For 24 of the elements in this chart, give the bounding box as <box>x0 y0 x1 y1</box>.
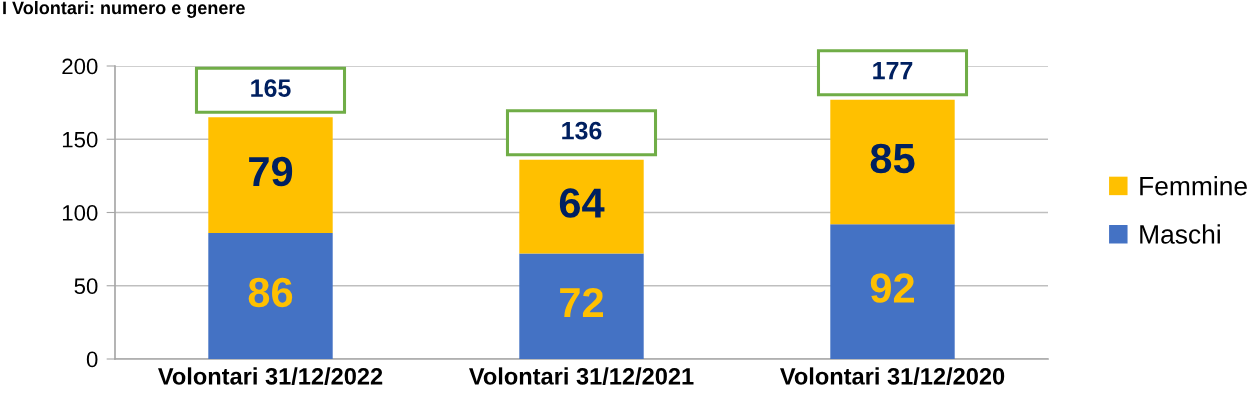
total-label: 177 <box>873 61 913 80</box>
y-tick-label: 100 <box>62 205 98 221</box>
data-label: 92 <box>870 273 915 303</box>
legend-label: Femmine <box>1140 176 1247 196</box>
y-tick-label: 0 <box>86 351 98 368</box>
data-label: 64 <box>559 188 605 218</box>
total-label: 136 <box>562 121 602 140</box>
y-tick-label: 50 <box>74 278 98 295</box>
total-label: 165 <box>251 79 291 97</box>
data-label: 86 <box>248 277 293 308</box>
bar <box>519 253 644 359</box>
x-tick-label: Volontari 31/12/2020 <box>780 367 1005 385</box>
y-tick-label: 150 <box>62 131 98 148</box>
data-label: 85 <box>870 143 915 174</box>
x-tick-label: Volontari 31/12/2021 <box>469 367 694 385</box>
bar <box>208 117 333 234</box>
data-label: 72 <box>560 287 604 318</box>
chart-title: I Volontari: numero e genere <box>3 1 245 18</box>
data-label: 79 <box>249 156 293 187</box>
y-tick-label: 200 <box>62 58 98 75</box>
bar <box>208 233 333 359</box>
bar <box>830 224 955 359</box>
x-tick-label: Volontari 31/12/2022 <box>158 367 383 385</box>
legend-label: Maschi <box>1140 224 1220 244</box>
